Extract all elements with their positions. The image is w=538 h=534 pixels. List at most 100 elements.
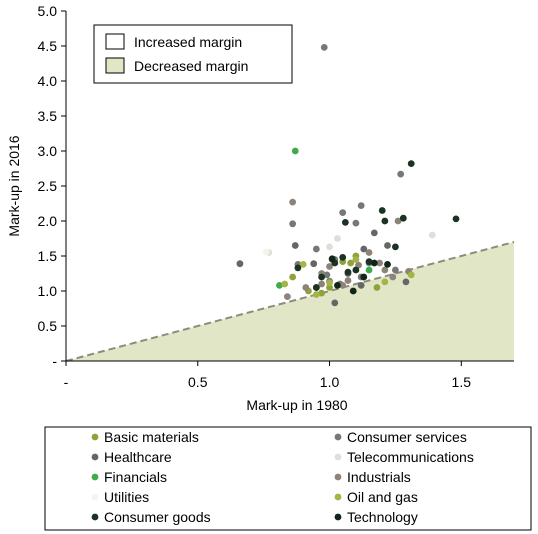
y-axis-title: Mark-up in 2016 xyxy=(6,135,22,236)
data-point xyxy=(349,287,357,295)
data-point xyxy=(381,217,389,225)
data-point xyxy=(312,291,320,298)
series-basic-materials xyxy=(289,252,381,297)
sector-legend-marker xyxy=(334,473,342,481)
region-legend: Increased margin Decreased margin xyxy=(93,24,293,84)
sector-legend: Basic materials Healthcare Financials Utili… xyxy=(44,426,532,531)
data-point xyxy=(281,280,289,288)
data-point xyxy=(347,259,355,267)
region-legend-box xyxy=(93,24,293,84)
data-point xyxy=(334,282,341,289)
plot-area xyxy=(65,241,515,362)
data-points xyxy=(236,44,460,307)
data-point xyxy=(328,255,336,263)
x-tick-label: 1.5 xyxy=(452,374,472,390)
data-point xyxy=(452,215,460,223)
x-tick-label: 0.5 xyxy=(188,374,208,390)
sector-legend-marker xyxy=(334,453,342,461)
data-point xyxy=(334,235,341,242)
sector-legend-label: Basic materials xyxy=(104,429,199,445)
data-point xyxy=(291,147,299,155)
data-point xyxy=(373,284,381,291)
region-legend-swatch xyxy=(105,33,125,50)
y-tick-label: 5.0 xyxy=(38,3,58,19)
data-point xyxy=(381,266,389,274)
data-point xyxy=(394,217,402,225)
data-point xyxy=(407,160,415,168)
data-point xyxy=(318,280,326,288)
data-point xyxy=(352,256,360,263)
series-telecommunications xyxy=(265,231,436,256)
data-point xyxy=(339,209,347,217)
data-point xyxy=(357,202,365,210)
data-point xyxy=(294,264,302,272)
data-point xyxy=(312,245,320,253)
diagonal-line xyxy=(65,241,515,362)
data-point xyxy=(236,260,244,268)
data-point xyxy=(291,242,299,249)
y-axis: - 0.5 1.0 1.5 2.0 2.5 3.0 3.5 4.0 4.5 5.0 xyxy=(38,3,67,369)
data-point xyxy=(344,277,352,284)
x-tick-label: 1.0 xyxy=(320,374,340,390)
sector-legend-marker xyxy=(334,513,342,521)
series-utilities xyxy=(262,248,270,256)
y-tick-label: 1.5 xyxy=(38,248,58,264)
data-point xyxy=(341,219,349,226)
data-point xyxy=(365,249,373,256)
sector-legend-label: Financials xyxy=(104,469,167,485)
sector-legend-marker xyxy=(91,453,99,461)
data-point xyxy=(389,273,397,281)
data-point xyxy=(331,299,339,307)
x-tick-label: - xyxy=(64,374,69,390)
data-point xyxy=(302,284,310,291)
x-axis: - 0.5 1.0 1.5 xyxy=(64,360,514,390)
y-tick-label: - xyxy=(52,353,57,369)
y-tick-label: 3.0 xyxy=(38,143,58,159)
series-consumer-goods xyxy=(294,160,460,291)
data-point xyxy=(262,248,270,256)
data-point xyxy=(384,261,391,268)
data-point xyxy=(289,273,297,281)
data-point xyxy=(381,278,389,286)
data-point xyxy=(428,231,436,239)
sector-legend-marker xyxy=(91,473,99,481)
sector-legend-label: Telecommunications xyxy=(347,449,474,465)
data-point xyxy=(407,271,415,279)
data-point xyxy=(283,293,291,300)
data-point xyxy=(376,259,383,267)
series-consumer-services xyxy=(289,44,405,288)
data-point xyxy=(339,282,347,289)
data-point xyxy=(365,266,373,274)
data-point xyxy=(360,245,368,253)
data-point xyxy=(276,282,283,289)
data-point xyxy=(323,271,331,279)
data-point xyxy=(289,220,297,228)
sector-legend-marker xyxy=(334,433,342,441)
region-legend-label: Decreased margin xyxy=(134,58,248,74)
sector-legend-label: Consumer services xyxy=(347,429,467,445)
region-legend-label: Increased margin xyxy=(134,34,242,50)
sector-legend-label: Industrials xyxy=(347,469,411,485)
data-point xyxy=(326,284,333,291)
data-point xyxy=(378,207,386,214)
y-tick-label: 1.0 xyxy=(38,283,58,299)
y-tick-label: 0.5 xyxy=(38,318,58,334)
data-point xyxy=(318,289,326,297)
data-point xyxy=(370,259,378,267)
data-point xyxy=(352,266,360,274)
data-point xyxy=(392,243,399,251)
sector-legend-marker xyxy=(91,493,99,501)
data-point xyxy=(402,278,410,286)
data-point xyxy=(352,219,360,227)
sector-legend-label: Healthcare xyxy=(104,449,172,465)
data-point xyxy=(397,170,405,178)
y-tick-label: 4.5 xyxy=(38,38,58,54)
sector-legend-marker xyxy=(91,433,99,441)
data-point xyxy=(326,243,333,251)
data-point xyxy=(365,258,373,265)
data-point xyxy=(326,263,333,270)
region-legend-swatch xyxy=(105,57,125,74)
series-oil-and-gas xyxy=(281,256,415,298)
x-axis-title: Mark-up in 1980 xyxy=(246,397,347,413)
